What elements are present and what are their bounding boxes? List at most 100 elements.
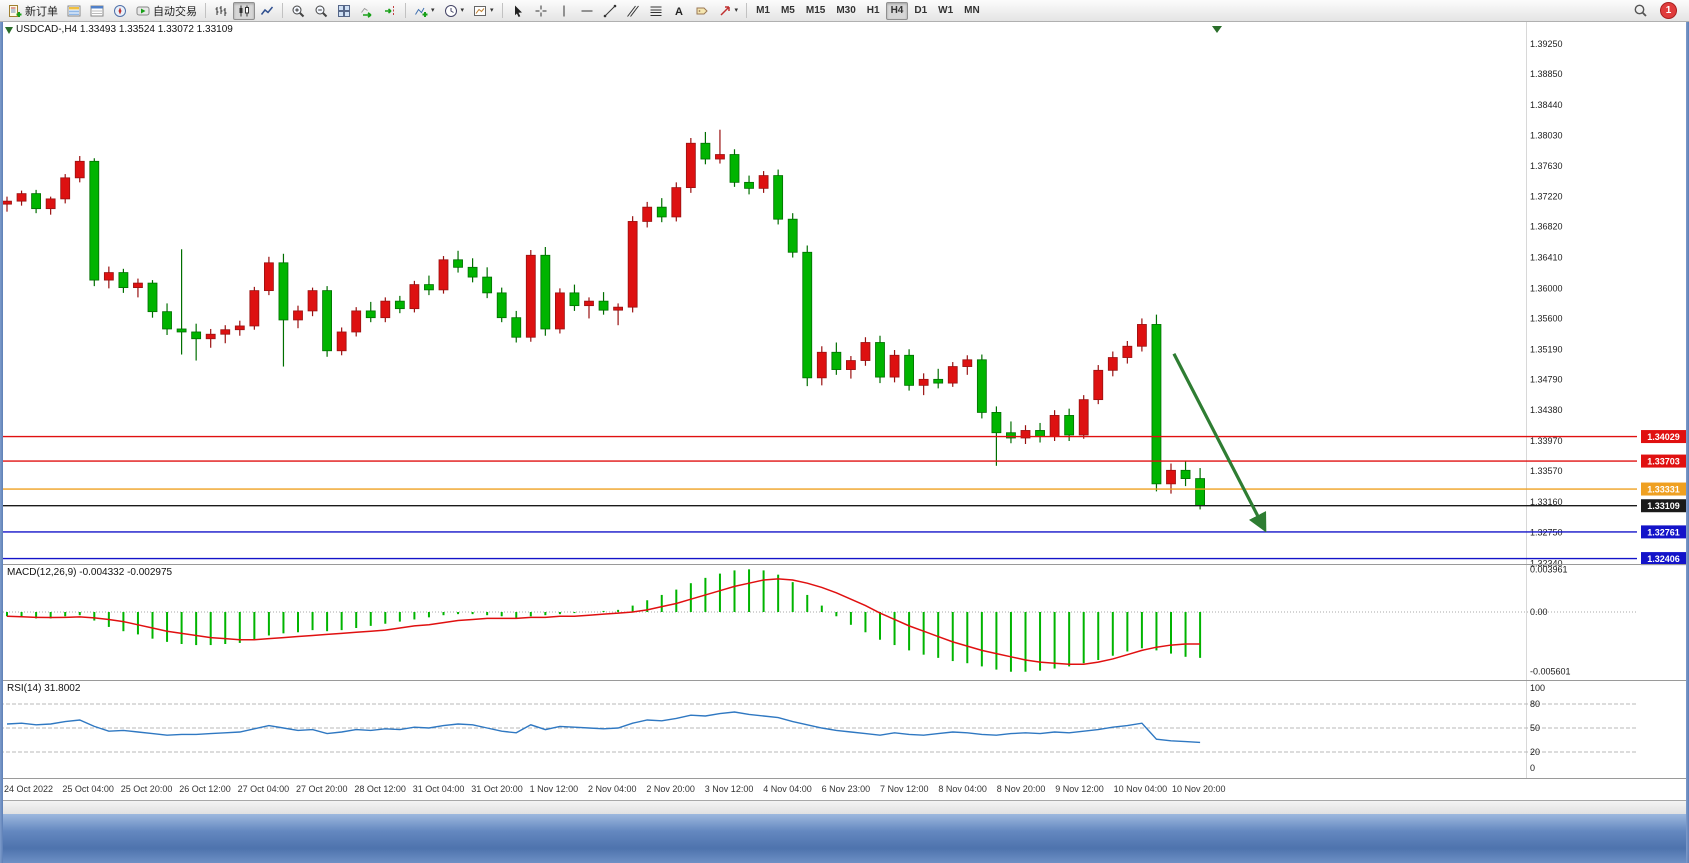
channel-icon: [626, 5, 639, 17]
horizontal-line-icon: [581, 10, 593, 11]
indicators-button[interactable]: ▾: [410, 2, 439, 20]
candle: [249, 290, 260, 327]
new-order-label: 新订单: [25, 5, 58, 18]
price-tag-label: 1.32406: [1647, 554, 1680, 564]
candle: [1020, 430, 1031, 439]
candle: [293, 310, 303, 321]
candle: [962, 359, 973, 367]
timeframe-h1-button[interactable]: H1: [862, 2, 885, 20]
candle: [918, 378, 929, 386]
candle: [904, 354, 914, 386]
time-axis-label: 8 Nov 20:00: [997, 784, 1046, 794]
time-axis-label: 25 Oct 04:00: [62, 784, 114, 794]
templates-button[interactable]: ▾: [469, 2, 498, 20]
candle: [31, 193, 42, 210]
zoom-out-button[interactable]: [310, 2, 332, 20]
macd-scale-max: 0.003961: [1530, 565, 1568, 575]
price-scale-label: 1.33970: [1530, 436, 1563, 446]
candle: [234, 325, 245, 331]
price-scale-label: 1.35190: [1530, 344, 1563, 354]
candle: [729, 154, 740, 183]
chart-shift-button[interactable]: [379, 2, 401, 20]
candle: [656, 206, 667, 218]
time-axis-label: 9 Nov 12:00: [1055, 784, 1104, 794]
time-axis-label: 8 Nov 04:00: [938, 784, 987, 794]
price-tag: [1641, 430, 1686, 444]
cursor-tool-button[interactable]: [507, 2, 529, 20]
timeframe-m30-button[interactable]: M30: [831, 2, 860, 20]
tile-windows-button[interactable]: [333, 2, 355, 20]
toolbar: 新订单 自动交易: [0, 0, 1689, 22]
candle: [860, 342, 871, 361]
data-window-button[interactable]: [86, 2, 108, 20]
timeframe-w1-button[interactable]: W1: [933, 2, 958, 20]
candle: [715, 154, 725, 160]
navigator-button[interactable]: [109, 2, 131, 20]
timeframe-h4-button[interactable]: H4: [885, 1, 909, 20]
candle: [263, 262, 274, 292]
timeframe-m15-button[interactable]: M15: [801, 2, 830, 20]
candle: [467, 266, 478, 278]
price-tag-label: 1.32761: [1647, 527, 1680, 537]
candle: [685, 142, 696, 189]
label-tool-button[interactable]: [691, 2, 713, 20]
price-tag: [1641, 482, 1686, 496]
chart-area[interactable]: 1.39250 1.38850 1.38440 1.38030 1.37630 1.372…: [0, 22, 1689, 800]
templates-icon: [474, 5, 487, 16]
time-axis-label: 26 Oct 12:00: [179, 784, 231, 794]
notification-badge[interactable]: 1: [1660, 2, 1677, 19]
arrows-tool-button[interactable]: ▾: [714, 2, 743, 20]
crosshair-tool-button[interactable]: [530, 2, 552, 20]
horizontal-line-tool-button[interactable]: [576, 2, 598, 20]
candle: [191, 331, 202, 340]
market-watch-button[interactable]: [63, 2, 85, 20]
vertical-line-tool-button[interactable]: [553, 2, 575, 20]
price-tag: [1641, 499, 1686, 513]
vertical-line-icon: [563, 5, 565, 16]
fibonacci-tool-button[interactable]: [645, 2, 667, 20]
candle: [758, 175, 769, 189]
time-axis-label: 2 Nov 20:00: [646, 784, 695, 794]
line-chart-button[interactable]: [256, 2, 278, 20]
window-frame-left: [0, 21, 3, 863]
channel-tool-button[interactable]: [622, 2, 644, 20]
timeframe-m1-button[interactable]: M1: [751, 2, 775, 20]
zoom-in-button[interactable]: [287, 2, 309, 20]
navigator-icon: [114, 4, 126, 17]
timeframe-d1-button[interactable]: D1: [909, 2, 932, 20]
candle: [424, 284, 434, 291]
search-icon: [1634, 4, 1647, 17]
tile-windows-icon: [338, 4, 350, 17]
timeframe-mn-button[interactable]: MN: [959, 2, 985, 20]
label-icon: [696, 7, 708, 14]
autotrading-icon: [136, 6, 150, 15]
time-axis-label: 2 Nov 04:00: [588, 784, 637, 794]
candle: [671, 187, 682, 218]
price-chart[interactable]: 1.39250 1.38850 1.38440 1.38030 1.37630 1.372…: [0, 22, 1689, 800]
price-scale-label: 1.38850: [1530, 69, 1563, 79]
bar-chart-button[interactable]: [210, 2, 232, 20]
timeframe-m5-button[interactable]: M5: [776, 2, 800, 20]
candlestick-chart-button[interactable]: [233, 1, 255, 20]
periods-button[interactable]: ▾: [440, 2, 469, 20]
trendline-tool-button[interactable]: [599, 2, 621, 20]
chevron-down-icon: ▾: [460, 7, 465, 14]
new-order-button[interactable]: 新订单: [4, 2, 62, 20]
text-tool-button[interactable]: A: [668, 2, 690, 20]
time-axis-label: 1 Nov 12:00: [530, 784, 579, 794]
autotrading-button[interactable]: 自动交易: [132, 2, 201, 20]
price-tag-label: 1.33331: [1647, 485, 1680, 495]
candle: [45, 198, 56, 210]
macd-signal-line: [6, 578, 1201, 666]
candlestick-chart-icon: [239, 5, 249, 16]
price-tag: [1641, 525, 1686, 539]
candle: [802, 251, 813, 379]
search-button[interactable]: [1629, 2, 1652, 20]
candle: [1137, 324, 1147, 347]
price-scale-label: 1.36410: [1530, 253, 1563, 263]
time-axis-label: 28 Oct 12:00: [354, 784, 406, 794]
auto-scroll-button[interactable]: [356, 2, 378, 20]
price-tag: [1641, 454, 1686, 468]
new-order-icon: [9, 4, 22, 17]
